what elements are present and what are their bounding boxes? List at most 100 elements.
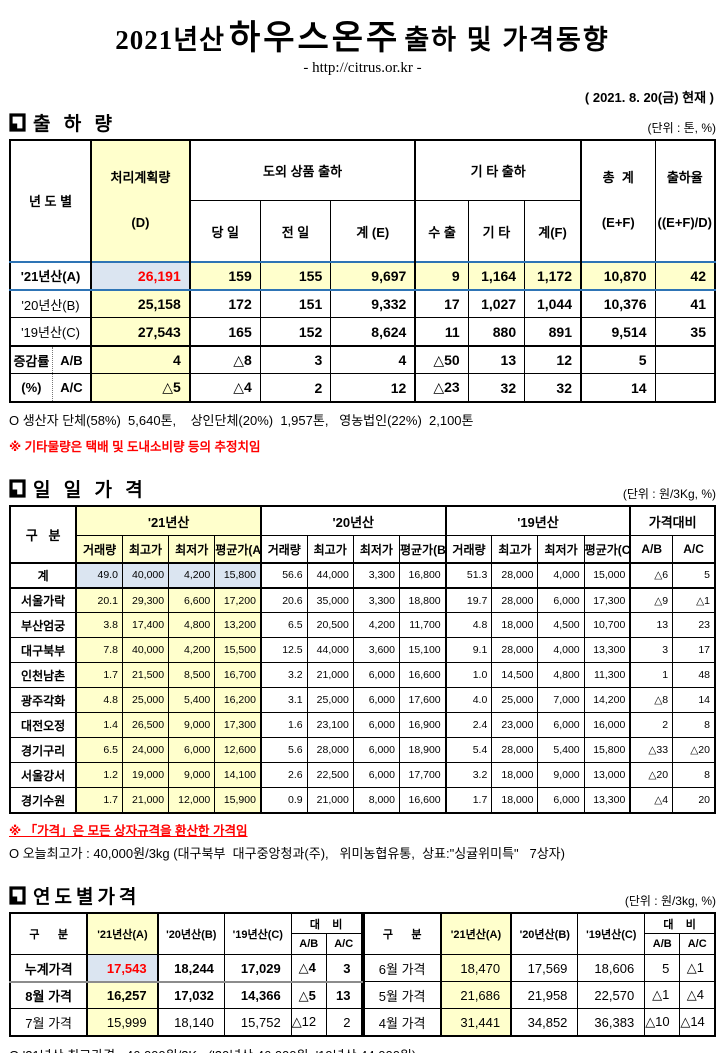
column-header: 평균가(C) [583,535,631,564]
value-cell: 17,300 [214,712,262,739]
yearly-price-row: 5월 가격 21,686 21,958 22,570 △1 △4 [362,981,716,1010]
section-title-text: 일 일 가 격 [33,479,147,501]
value-cell: 22,500 [306,762,354,789]
value-cell: 18,900 [398,737,447,764]
value-cell: 9.1 [444,637,493,664]
shipment-note-estimate: ※ 기타물량은 택배 및 도내소비량 등의 추정치임 [9,439,261,454]
value-cell: 23,000 [491,712,539,739]
value-cell: 34,852 [510,1008,579,1037]
value-cell: 25,000 [491,687,539,714]
column-header: 최저가 [168,535,216,564]
value-cell: 4,200 [352,612,400,639]
section-title-text: 연도별가격 [33,886,141,908]
title-tail: 출하 및 가격동향 [404,25,610,55]
value-cell: 4,500 [537,612,585,639]
value-cell: 41 [654,289,716,319]
section-daily-header: 일 일 가 격 (단위 : 원/3Kg, %) [9,475,716,502]
value-cell: 13,000 [583,762,631,789]
column-group-compare: 가격대비 [629,505,716,537]
value-cell: △4 [629,787,674,814]
shipment-row: '20년산(B) 25,158 172 151 9,332 17 1,027 1,044 10,… [9,289,716,319]
section-title-yearly: 연도별가격 [9,882,140,909]
value-cell: 20.6 [259,587,308,614]
daily-price-row: 대전오정 1.4 26,500 9,000 17,300 1.6 23,100 6,000 16… [9,712,716,739]
column-group-y20: '20년산 [259,505,447,537]
value-cell: 14,100 [214,762,262,789]
value-cell: △23 [414,373,469,403]
column-header-export: 수 출 [414,200,469,263]
yearly-price-row: 4월 가격 31,441 34,852 36,383 △10 △14 [362,1008,716,1037]
column-group-compare: 대 비 [290,912,363,935]
shipment-change-row: 증감률 A/B 4 △8 3 4 △50 13 12 5 [9,344,716,375]
value-cell: 28,000 [491,737,539,764]
value-cell: 3.2 [259,662,308,689]
column-header-day: 당 일 [189,200,261,263]
value-cell: 4,200 [168,637,216,664]
column-header: A/C [672,535,716,564]
value-cell: 155 [259,260,332,291]
value-cell: 17 [414,289,469,319]
value-cell: 13 [629,612,674,639]
column-header: 거래량 [444,535,493,564]
market-label: 경기구리 [9,737,78,764]
market-label: 광주각화 [9,687,78,714]
value-cell: 4,800 [168,612,216,639]
document-icon [9,479,26,498]
site-url: - http://citrus.or.kr - [303,60,422,76]
column-header-prev: 전 일 [259,200,332,263]
value-cell: 36,383 [577,1008,646,1037]
yearly-price-row: 8월 가격 16,257 17,032 14,366 △5 13 [9,981,363,1010]
title-year: 2021년산 [115,25,225,55]
value-cell: 18,244 [157,954,225,983]
title-main: 하우스온주 [228,20,401,57]
row-label: 5월 가격 [362,981,442,1010]
market-label: 인천남촌 [9,662,78,689]
footer-note-high-price: O '21년산 최고가격 : 46,000원/3Kg ('20년산 46,000… [9,1045,716,1053]
value-cell: 44,000 [306,561,354,589]
daily-price-row: 계 49.0 40,000 4,200 15,800 56.6 44,000 3,300 16,… [9,561,716,589]
value-cell: 21,958 [510,981,579,1010]
column-header: 거래량 [75,535,123,564]
value-cell: 25,000 [306,687,354,714]
value-cell: 17,400 [121,612,170,639]
value-cell: 6,000 [352,662,400,689]
column-header-y21: '21년산(A) [86,912,159,956]
value-cell: 12,600 [214,737,262,764]
value-cell: 16,600 [398,787,447,814]
value-cell: 21,000 [306,787,354,814]
value-cell: 2 [325,1008,363,1037]
value-cell: 6,000 [537,587,585,614]
column-header: 평균가(B) [398,535,447,564]
daily-price-row: 광주각화 4.8 25,000 5,400 16,200 3.1 25,000 6,000 17… [9,687,716,714]
value-cell: 3 [325,954,363,983]
value-cell: △5 [290,981,327,1010]
value-cell: 17,569 [510,954,579,983]
daily-note-today-high: O 오늘최고가 : 40,000원/3kg (대구북부 대구중앙청과(주), 위… [9,845,565,861]
value-cell: 8,000 [352,787,400,814]
column-header-category: 구 분 [362,912,442,956]
column-header-y20: '20년산(B) [157,912,225,956]
value-cell: 6,000 [168,737,216,764]
value-cell: △1 [644,981,681,1010]
value-cell: 20,500 [306,612,354,639]
column-header: 최저가 [537,535,585,564]
value-cell: 7.8 [75,637,123,664]
value-cell: 18,140 [157,1008,225,1037]
change-sublabel: A/C [51,373,92,403]
daily-price-row: 서울강서 1.2 19,000 9,000 14,100 2.6 22,500 6,000 17… [9,762,716,789]
value-cell: △12 [290,1008,327,1037]
value-cell: 48 [672,662,716,689]
value-cell: 12.5 [259,637,308,664]
value-cell: △50 [414,344,469,375]
section-shipment-header: 출 하 량 (단위 : 톤, %) [9,109,716,136]
value-cell: 8 [672,762,716,789]
value-cell: 31,441 [439,1008,513,1037]
value-cell: 3,300 [352,587,400,614]
shipment-change-row: (%) A/C △5 △4 2 12 △23 32 32 14 [9,373,716,403]
value-cell: 9,332 [330,289,416,319]
value-cell: 6,000 [537,787,585,814]
value-cell: 6,000 [352,687,400,714]
daily-price-row: 인천남촌 1.7 21,500 8,500 16,700 3.2 21,000 6,000 16… [9,662,716,689]
value-cell: 17,032 [157,981,225,1010]
value-cell: 18,470 [439,954,513,983]
